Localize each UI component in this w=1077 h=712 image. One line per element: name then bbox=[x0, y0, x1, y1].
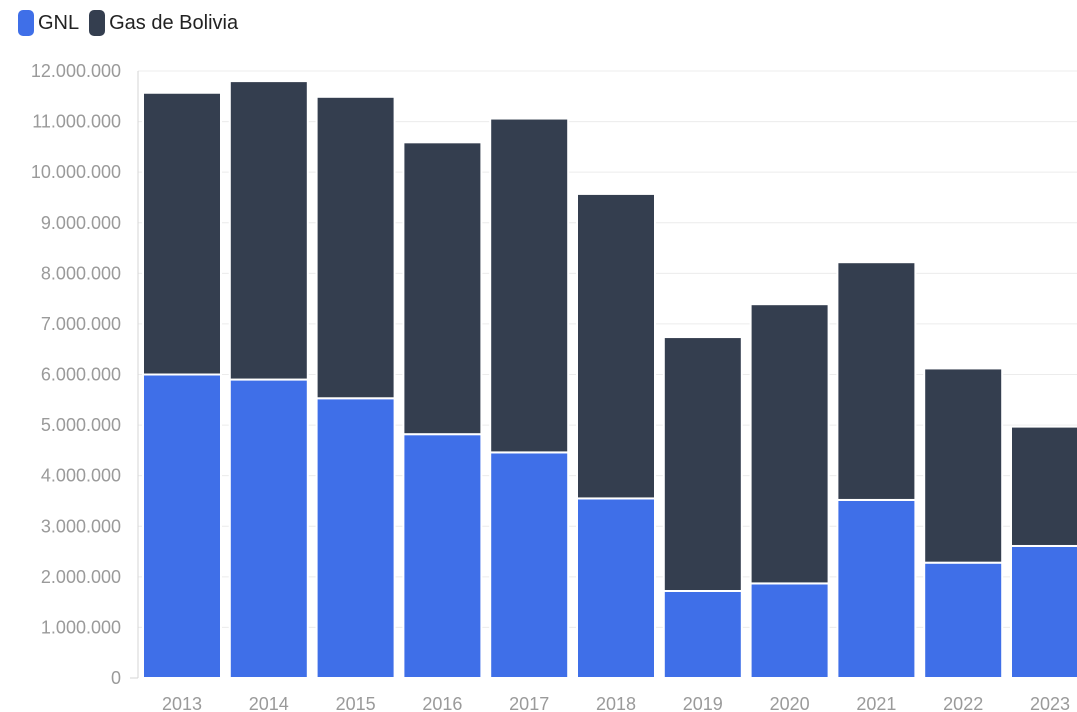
legend-label-gnl: GNL bbox=[38, 11, 80, 34]
bar-gas-de-bolivia-2019[interactable] bbox=[662, 336, 743, 592]
bar-gnl-2018[interactable] bbox=[576, 497, 656, 679]
y-tick-label: 2.000.000 bbox=[41, 567, 121, 587]
legend-item-gnl[interactable]: GNL bbox=[18, 10, 79, 36]
bar-gas-de-bolivia-2018[interactable] bbox=[576, 192, 656, 500]
bar-gas-de-bolivia-2016[interactable] bbox=[402, 141, 483, 436]
bar-gnl-2022[interactable] bbox=[923, 561, 1004, 679]
gnl-swatch-icon bbox=[18, 10, 34, 36]
bar-gnl-2017[interactable] bbox=[489, 451, 570, 680]
x-tick-label: 2023 bbox=[1030, 694, 1070, 712]
bar-gas-de-bolivia-2022[interactable] bbox=[923, 367, 1004, 564]
bars bbox=[142, 80, 1077, 680]
x-tick-label: 2013 bbox=[162, 694, 202, 712]
bar-gnl-2019[interactable] bbox=[662, 589, 743, 679]
bar-gas-de-bolivia-2023[interactable] bbox=[1010, 425, 1077, 547]
x-tick-label: 2019 bbox=[683, 694, 723, 712]
y-tick-label: 9.000.000 bbox=[41, 213, 121, 233]
x-tick-label: 2014 bbox=[249, 694, 289, 712]
legend-label-gas-de-bolivia: Gas de Bolivia bbox=[109, 11, 239, 34]
bar-gnl-2014[interactable] bbox=[228, 378, 309, 679]
legend-item-gas-de-bolivia[interactable]: Gas de Bolivia bbox=[89, 10, 238, 36]
y-tick-label: 0 bbox=[111, 668, 121, 688]
bar-gnl-2021[interactable] bbox=[836, 498, 917, 679]
bar-gas-de-bolivia-2017[interactable] bbox=[489, 117, 570, 454]
x-tick-label: 2016 bbox=[422, 694, 462, 712]
gas-de-bolivia-swatch-icon bbox=[89, 10, 106, 36]
x-tick-label: 2018 bbox=[596, 694, 636, 712]
bar-gas-de-bolivia-2013[interactable] bbox=[142, 91, 222, 376]
y-tick-label: 3.000.000 bbox=[41, 516, 121, 536]
bar-gnl-2015[interactable] bbox=[315, 397, 396, 679]
bar-gnl-2016[interactable] bbox=[402, 433, 483, 679]
y-tick-label: 6.000.000 bbox=[41, 365, 121, 385]
bar-gas-de-bolivia-2014[interactable] bbox=[228, 80, 309, 381]
axes bbox=[130, 71, 139, 679]
x-tick-label: 2021 bbox=[856, 694, 896, 712]
bar-gas-de-bolivia-2020[interactable] bbox=[749, 303, 830, 585]
bar-gnl-2020[interactable] bbox=[749, 582, 830, 680]
y-tick-label: 11.000.000 bbox=[32, 112, 121, 132]
x-tick-label: 2020 bbox=[770, 694, 810, 712]
y-tick-label: 4.000.000 bbox=[41, 466, 121, 486]
x-tick-label: 2015 bbox=[336, 694, 376, 712]
x-tick-label: 2022 bbox=[943, 694, 983, 712]
bar-gas-de-bolivia-2015[interactable] bbox=[315, 95, 396, 400]
y-tick-label: 5.000.000 bbox=[41, 415, 121, 435]
bar-gas-de-bolivia-2021[interactable] bbox=[836, 261, 917, 501]
bar-gnl-2023[interactable] bbox=[1010, 544, 1077, 679]
y-tick-label: 7.000.000 bbox=[41, 314, 121, 334]
tick-labels: 0 1.000.000 2.000.000 3.000.000 4.000.000 5.0… bbox=[31, 61, 1070, 712]
bar-gnl-2013[interactable] bbox=[142, 373, 222, 679]
chart-legend: GNL Gas de Bolivia bbox=[18, 10, 238, 36]
y-tick-label: 1.000.000 bbox=[41, 617, 121, 637]
y-tick-label: 12.000.000 bbox=[31, 61, 121, 81]
y-tick-label: 10.000.000 bbox=[31, 162, 121, 182]
x-tick-label: 2017 bbox=[509, 694, 549, 712]
y-tick-label: 8.000.000 bbox=[41, 263, 121, 283]
